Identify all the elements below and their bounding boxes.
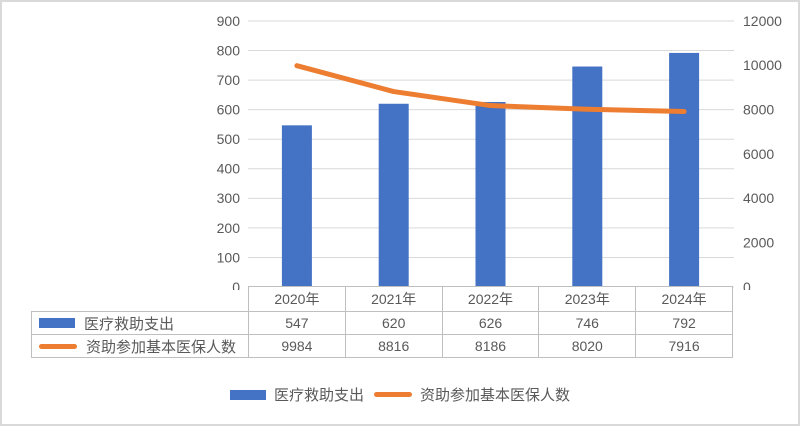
- line-series: [294, 63, 687, 115]
- series-name: 资助参加基本医保人数: [86, 338, 237, 356]
- bar-2024年: [669, 52, 700, 287]
- right-axis-tick-label: 0: [743, 279, 751, 290]
- table-value-cell: 8186: [442, 335, 539, 357]
- left-axis-tick-label: 100: [217, 249, 241, 265]
- table-value-cell: 9984: [249, 335, 345, 357]
- bar-2021年: [378, 103, 409, 287]
- table-year-header-row: 2020年 2021年 2022年 2023年 2024年: [248, 286, 733, 312]
- table-value-cell: 7916: [636, 335, 732, 357]
- left-axis-tick-label: 700: [217, 72, 241, 88]
- year-header-cell: 2024年: [636, 287, 732, 311]
- table-value-cell: 792: [636, 312, 732, 334]
- table-row-label: 医疗救助支出: [32, 312, 248, 334]
- table-value-cell: 620: [345, 312, 442, 334]
- bar-2020年: [281, 125, 312, 287]
- table-value-cell: 8020: [539, 335, 636, 357]
- left-axis-tick-label: 300: [217, 190, 241, 206]
- data-table-body: 医疗救助支出 547 620 626 746 792 资助参加基本医保人数 9984 8816 8…: [31, 311, 733, 358]
- left-axis-tick-label: 0: [232, 279, 240, 290]
- legend-item: 医疗救助支出: [229, 384, 364, 405]
- right-axis-tick-label: 8000: [743, 102, 774, 118]
- table-row-label: 资助参加基本医保人数: [32, 335, 248, 357]
- left-axis-tick-label: 200: [217, 220, 241, 236]
- legend-label: 医疗救助支出: [273, 387, 364, 404]
- legend-item: 资助参加基本医保人数: [368, 384, 570, 405]
- right-axis-tick-label: 2000: [743, 235, 774, 251]
- right-axis-tick-label: 6000: [743, 146, 774, 162]
- legend-label: 资助参加基本医保人数: [420, 387, 571, 404]
- left-axis-tick-label: 500: [217, 131, 241, 147]
- series-name: 医疗救助支出: [84, 315, 175, 333]
- combo-chart-plot: 0 100 200 300 400 500 600 700 800 900 0 2000 4000 600…: [217, 13, 783, 290]
- legend-line-swatch-icon: [374, 392, 412, 397]
- year-header-cell: 2023年: [539, 287, 636, 311]
- table-value-cell: 8816: [345, 335, 442, 357]
- left-axis-tick-label: 800: [217, 42, 241, 58]
- table-value-cell: 746: [539, 312, 636, 334]
- right-axis-tick-label: 12000: [743, 13, 782, 29]
- legend-bar-swatch-icon: [229, 389, 266, 400]
- left-axis-tick-label: 400: [217, 161, 241, 177]
- right-axis-tick-label: 4000: [743, 190, 774, 206]
- year-header-cell: 2021年: [345, 287, 442, 311]
- table-value-cell: 626: [442, 312, 539, 334]
- line-swatch-icon: [39, 343, 77, 349]
- bar-swatch-icon: [39, 318, 75, 328]
- chart-legend: 医疗救助支出 资助参加基本医保人数: [0, 384, 800, 405]
- bar-2023年: [572, 66, 603, 287]
- year-header-cell: 2020年: [249, 287, 345, 311]
- bar-2022年: [475, 101, 506, 287]
- year-header-cell: 2022年: [442, 287, 539, 311]
- table-value-cell: 547: [249, 312, 345, 334]
- right-axis-tick-label: 10000: [743, 57, 782, 73]
- left-axis-tick-label: 900: [217, 13, 241, 29]
- left-axis-tick-label: 600: [217, 102, 241, 118]
